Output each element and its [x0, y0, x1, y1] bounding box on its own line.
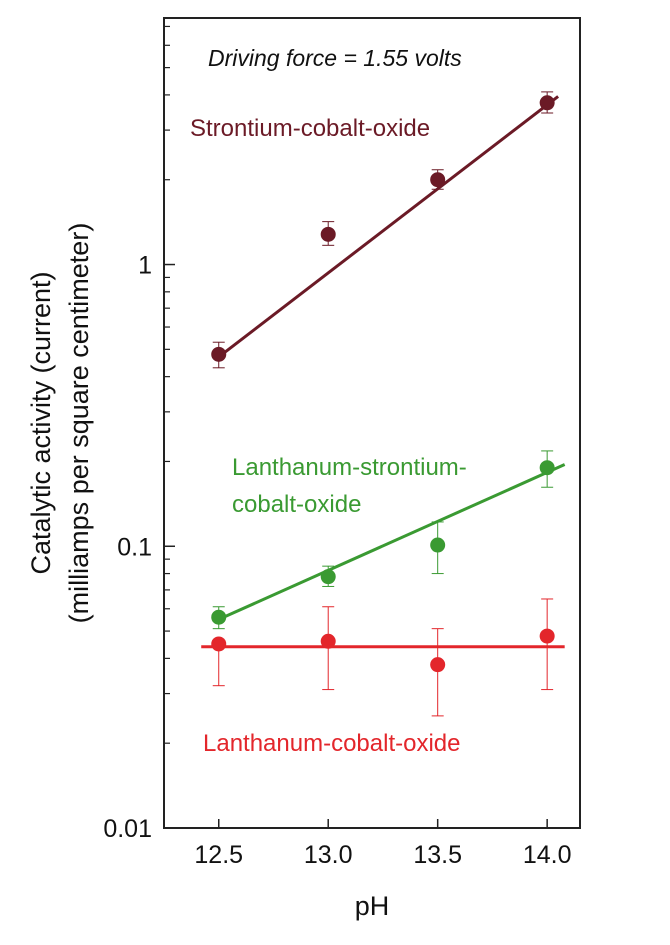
point-lanthanum-cobalt-oxide: [539, 628, 555, 644]
data-marks: [211, 91, 555, 717]
fit-line-lanthanum-strontium-cobalt-oxide: [218, 463, 566, 621]
y-tick-label: 1: [138, 252, 152, 280]
y-axis-label-line2: (milliamps per square centimeter): [64, 223, 94, 624]
point-strontium-cobalt-oxide: [211, 346, 227, 362]
label-strontium-cobalt-oxide: Strontium-cobalt-oxide: [190, 115, 430, 142]
point-lanthanum-strontium-cobalt-oxide: [211, 609, 227, 625]
x-tick-label: 13.5: [413, 841, 462, 869]
y-tick-label: 0.1: [117, 533, 152, 561]
point-lanthanum-cobalt-oxide: [430, 657, 446, 673]
point-lanthanum-cobalt-oxide: [211, 636, 227, 652]
point-lanthanum-strontium-cobalt-oxide: [320, 569, 336, 585]
ticks: 12.5 13.0 13.5 14.0 0.01 0.1 1: [103, 25, 572, 869]
y-axis-label-line1: Catalytic activity (current): [26, 271, 56, 574]
annotation-driving-force: Driving force = 1.55 volts: [208, 45, 462, 71]
point-lanthanum-cobalt-oxide: [320, 633, 336, 649]
point-strontium-cobalt-oxide: [539, 95, 555, 111]
point-lanthanum-strontium-cobalt-oxide: [430, 537, 446, 553]
x-tick-label: 14.0: [523, 841, 572, 869]
fit-line-strontium-cobalt-oxide: [217, 95, 560, 359]
x-tick-label: 12.5: [194, 841, 243, 869]
point-strontium-cobalt-oxide: [430, 172, 446, 188]
point-lanthanum-strontium-cobalt-oxide: [539, 460, 555, 476]
fit-lines: [201, 95, 566, 649]
label-lanthanum-strontium-cobalt-oxide-line2: cobalt-oxide: [232, 491, 361, 518]
point-strontium-cobalt-oxide: [320, 226, 336, 242]
plot-frame: [163, 17, 581, 829]
x-axis-label: pH: [355, 891, 390, 921]
y-tick-label: 0.01: [103, 815, 152, 843]
label-lanthanum-strontium-cobalt-oxide-line1: Lanthanum-strontium-: [232, 454, 467, 481]
label-lanthanum-cobalt-oxide: Lanthanum-cobalt-oxide: [203, 730, 461, 757]
x-tick-label: 13.0: [304, 841, 353, 869]
